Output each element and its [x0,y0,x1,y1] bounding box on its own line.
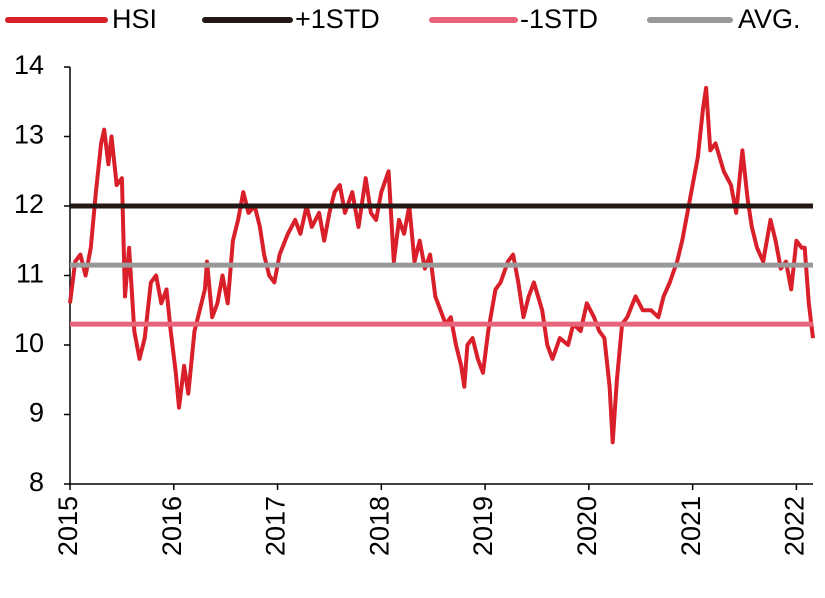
x-tick-label: 2022 [780,496,810,556]
y-tick-label: 8 [29,467,44,497]
y-tick-label: 10 [14,328,44,358]
x-tick-label: 2018 [364,496,394,556]
y-tick-label: 12 [14,189,44,219]
x-tick-label: 2021 [676,496,706,556]
legend-label: HSI [112,4,157,34]
x-tick-label: 2017 [261,496,291,556]
x-tick-label: 2019 [468,496,498,556]
legend-label: +1STD [295,4,380,34]
legend-label: AVG. [738,4,801,34]
x-tick-label: 2016 [157,496,187,556]
y-tick-label: 13 [14,120,44,150]
y-tick-label: 11 [16,259,44,289]
series-line [68,85,815,445]
x-tick-label: 2015 [53,496,83,556]
legend-label: -1STD [520,4,598,34]
y-tick-label: 9 [29,398,44,428]
x-tick-label: 2020 [572,496,602,556]
y-tick-label: 14 [14,50,44,80]
